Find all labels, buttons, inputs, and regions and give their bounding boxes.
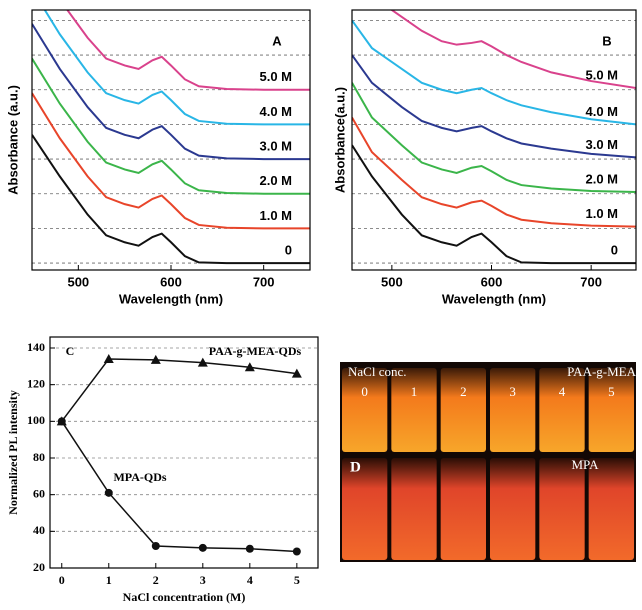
x-tick-label: 600 (160, 274, 182, 289)
plot-frame (31, 9, 311, 271)
panel-letter: C (66, 344, 75, 358)
y-tick-label: 80 (33, 450, 45, 464)
series-line (352, 82, 636, 193)
vial-bottom (440, 458, 486, 560)
series-line (32, 92, 310, 230)
point (244, 362, 255, 372)
vial-top (588, 368, 634, 452)
y-tick-label: 140 (27, 340, 45, 354)
series-label: 3.0 M (259, 139, 292, 154)
x-tick-label: 500 (381, 274, 403, 289)
series-line (390, 10, 636, 89)
x-axis-label: NaCl concentration (M) (123, 590, 246, 604)
concentration-label: 4 (559, 384, 566, 399)
panel-letter: A (272, 33, 282, 48)
photo-panel: 0 1 2 3 4 5 NaCl conc. PAA-g-MEA D MPA (340, 362, 637, 562)
vial-top (342, 368, 388, 452)
series-label: 5.0 M (585, 67, 618, 82)
vial-top (440, 368, 486, 452)
y-axis-label: Normalized PL intensity (6, 390, 20, 515)
vial-bottom (342, 458, 388, 560)
photo-bottom-label: MPA (572, 457, 600, 472)
chart: 500 600 700 0 1.0 M 2.0 M 3.0 M 4.0 M 5.0 M B Wave… (332, 9, 637, 306)
photo-top-label: PAA-g-MEA (567, 364, 636, 379)
x-tick-label: 700 (253, 274, 275, 289)
x-tick-label: 1 (106, 573, 112, 587)
concentration-label: 2 (460, 384, 467, 399)
x-tick-label: 3 (200, 573, 206, 587)
panel-letter: B (602, 33, 611, 48)
series-line (32, 134, 310, 265)
x-tick-label: 0 (59, 573, 65, 587)
concentration-label: 5 (608, 384, 615, 399)
concentration-label: 0 (361, 384, 368, 399)
series-line (352, 116, 636, 228)
plot-frame (49, 336, 319, 569)
vial-bottom (490, 458, 536, 560)
point (151, 542, 160, 550)
photo-panel-letter: D (350, 459, 361, 475)
series-label: 0 (285, 243, 292, 258)
point (150, 354, 161, 364)
point (197, 357, 208, 367)
series-line (66, 10, 310, 91)
point (245, 544, 254, 553)
series-label: 3.0 M (585, 137, 618, 152)
y-tick-label: 60 (33, 486, 45, 500)
x-tick-label: 700 (580, 274, 602, 289)
point (292, 547, 301, 556)
series-line (32, 23, 310, 161)
photo-title: NaCl conc. (348, 364, 406, 379)
point (57, 417, 66, 426)
vial-top (539, 368, 585, 452)
series-annotation: MPA-QDs (113, 470, 166, 484)
series-line (61, 358, 297, 422)
photo-background (340, 362, 636, 562)
y-axis-label: Absorbance(a.u.) (332, 87, 347, 193)
series-label: 4.0 M (259, 104, 292, 119)
x-tick-label: 600 (481, 274, 503, 289)
series-label: 1.0 M (259, 208, 292, 223)
point (291, 368, 302, 378)
x-tick-label: 500 (67, 274, 89, 289)
y-axis-label: Absorbance (a.u.) (5, 85, 20, 195)
vial-top (490, 368, 536, 452)
series-annotation: PAA-g-MEA-QDs (209, 344, 302, 358)
series-line (352, 144, 636, 265)
x-axis-label: Wavelength (nm) (119, 291, 223, 306)
series-label: 2.0 M (585, 171, 618, 186)
point (104, 488, 113, 497)
series-label: 0 (611, 243, 618, 258)
series-line (352, 54, 636, 159)
chart: 20 40 60 80 100 120 140 0 1 2 3 4 5 PAA-g-MEA-QDs MPA-… (6, 336, 319, 604)
concentration-label: 3 (509, 384, 516, 399)
series-line (43, 10, 310, 126)
vial-top (391, 368, 437, 452)
series-line (32, 58, 310, 195)
x-axis-label: Wavelength (nm) (442, 291, 546, 306)
concentration-label: 1 (411, 384, 418, 399)
vial-bottom (391, 458, 437, 560)
point (198, 543, 207, 552)
y-tick-label: 40 (33, 523, 45, 537)
series-label: 1.0 M (585, 206, 618, 221)
x-tick-label: 5 (294, 573, 300, 587)
vial-bottom (588, 458, 634, 560)
series-label: 2.0 M (259, 173, 292, 188)
vial-bottom (539, 458, 585, 560)
chart: 500 600 700 0 1.0 M 2.0 M 3.0 M 4.0 M 5.0 M A Wave… (5, 9, 311, 306)
y-tick-label: 20 (33, 560, 45, 574)
y-tick-label: 100 (27, 413, 45, 427)
series-label: 4.0 M (585, 104, 618, 119)
x-tick-label: 4 (247, 573, 253, 587)
series-label: 5.0 M (259, 69, 292, 84)
plot-frame (351, 9, 637, 271)
y-tick-label: 120 (27, 376, 45, 390)
series-line (352, 19, 636, 126)
x-tick-label: 2 (153, 573, 159, 587)
series-line (61, 420, 297, 553)
point (103, 354, 114, 363)
